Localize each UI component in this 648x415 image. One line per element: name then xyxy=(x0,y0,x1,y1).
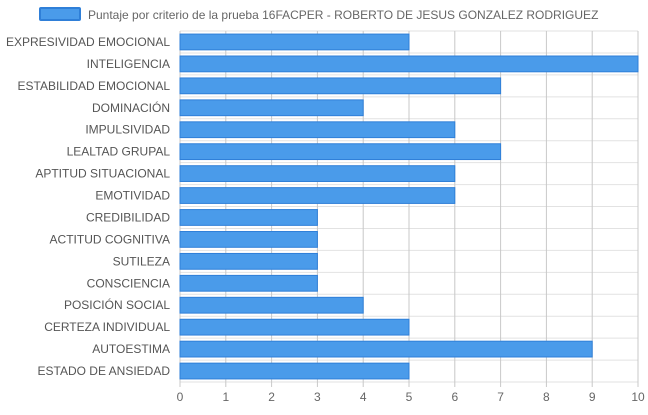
x-tick-label: 1 xyxy=(222,390,229,404)
bar[interactable] xyxy=(179,55,639,73)
x-tick-label: 3 xyxy=(314,390,321,404)
bar[interactable] xyxy=(179,99,364,117)
y-category-label: APTITUD SITUACIONAL xyxy=(35,167,170,181)
y-category-label: CERTEZA INDIVIDUAL xyxy=(44,320,170,334)
x-tick-label: 6 xyxy=(451,390,458,404)
legend-label[interactable]: Puntaje por criterio de la prueba 16FACP… xyxy=(88,8,598,22)
bar[interactable] xyxy=(179,121,456,139)
bar[interactable] xyxy=(179,187,456,204)
legend-swatch[interactable] xyxy=(39,7,81,21)
x-tick-label: 9 xyxy=(589,390,596,404)
y-category-label: POSICIÓN SOCIAL xyxy=(64,297,170,312)
y-category-label: CREDIBILIDAD xyxy=(86,210,170,224)
y-category-label: ACTITUD COGNITIVA xyxy=(50,232,170,246)
x-tick-label: 4 xyxy=(360,390,367,404)
x-tick-label: 7 xyxy=(497,390,504,404)
y-category-label: SUTILEZA xyxy=(113,254,170,268)
bar[interactable] xyxy=(179,143,502,161)
bar[interactable] xyxy=(179,209,318,226)
y-category-label: IMPULSIVIDAD xyxy=(85,123,170,137)
bar[interactable] xyxy=(179,77,502,95)
y-category-label: EXPRESIVIDAD EMOCIONAL xyxy=(6,35,170,49)
y-category-label: LEALTAD GRUPAL xyxy=(67,145,171,159)
bar[interactable] xyxy=(179,296,364,314)
bar[interactable] xyxy=(179,165,456,182)
y-category-label: ESTABILIDAD EMOCIONAL xyxy=(18,79,171,93)
y-category-label: ESTADO DE ANSIEDAD xyxy=(38,364,171,378)
bar[interactable] xyxy=(179,340,593,358)
bar[interactable] xyxy=(179,362,410,380)
bar[interactable] xyxy=(179,231,318,248)
y-category-label: CONSCIENCIA xyxy=(87,276,170,290)
x-tick-label: 8 xyxy=(543,390,550,404)
bar[interactable] xyxy=(179,274,318,292)
x-axis-ticks: 0 1 2 3 4 5 6 7 8 9 10 xyxy=(177,390,645,404)
bars xyxy=(179,33,639,380)
x-tick-label: 2 xyxy=(268,390,275,404)
x-tick-label: 5 xyxy=(406,390,413,404)
y-axis-labels: EXPRESIVIDAD EMOCIONAL INTELIGENCIA ESTABI… xyxy=(6,35,170,378)
x-tick-label: 0 xyxy=(177,390,184,404)
x-tick-label: 10 xyxy=(631,390,645,404)
bar[interactable] xyxy=(179,252,318,270)
y-category-label: AUTOESTIMA xyxy=(92,342,170,356)
bar[interactable] xyxy=(179,33,410,51)
legend[interactable]: Puntaje por criterio de la prueba 16FACP… xyxy=(39,7,598,22)
y-category-label: EMOTIVIDAD xyxy=(95,189,170,203)
bar[interactable] xyxy=(179,318,410,336)
y-category-label: INTELIGENCIA xyxy=(87,57,170,71)
y-category-label: DOMINACIÓN xyxy=(92,100,170,115)
